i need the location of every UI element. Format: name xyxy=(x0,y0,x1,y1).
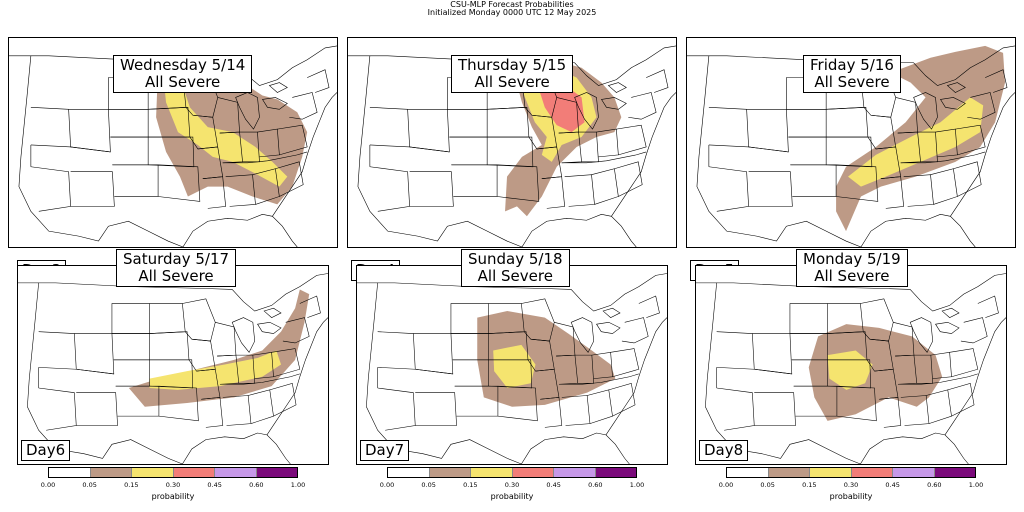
probability-contour-p015 xyxy=(163,72,288,187)
colorbar-segment xyxy=(429,468,471,477)
probability-contour-p015 xyxy=(493,344,536,388)
colorbar-tick-label: 0.45 xyxy=(207,481,222,489)
colorbar-tick-label: 0.30 xyxy=(843,481,859,489)
state-boundaries xyxy=(687,45,1015,247)
map-panel-day7: Sunday 5/18 All Severe Day7 xyxy=(356,249,668,465)
panel-title: Monday 5/19 All Severe xyxy=(796,249,908,287)
colorbar-tick-label: 0.60 xyxy=(249,481,264,489)
panel-hazard: All Severe xyxy=(477,267,553,285)
us-basemap xyxy=(696,273,1006,464)
probability-contour-p015 xyxy=(827,350,873,390)
state-boundaries xyxy=(18,273,328,464)
colorbar-tick-label: 0.15 xyxy=(802,481,817,489)
probability-contour-p005 xyxy=(128,289,310,407)
colorbar-tick-label: 1.00 xyxy=(290,481,306,489)
panel-title: Friday 5/16 All Severe xyxy=(803,55,901,93)
day-label: Day8 xyxy=(699,440,749,461)
colorbar-tick-label: 0.00 xyxy=(379,481,395,489)
colorbar-segment xyxy=(132,468,174,477)
colorbar-tick-label: 0.15 xyxy=(124,481,139,489)
colorbar-segment xyxy=(388,468,430,477)
colorbar-segment xyxy=(173,468,215,477)
panel-hazard: All Severe xyxy=(138,267,214,285)
panel-date: Sunday 5/18 xyxy=(468,250,563,268)
colorbar-label: probability xyxy=(490,492,534,501)
colorbar-tick-label: 0.00 xyxy=(40,481,56,489)
us-basemap xyxy=(687,45,1015,247)
colorbar-segment xyxy=(893,468,935,477)
panel-date: Wednesday 5/14 xyxy=(120,56,246,74)
us-basemap xyxy=(18,273,328,464)
colorbar-tick-label: 0.60 xyxy=(588,481,603,489)
colorbar-tick-label: 0.05 xyxy=(760,481,775,489)
panel-date: Monday 5/19 xyxy=(803,250,901,268)
colorbar-tick-label: 0.05 xyxy=(421,481,436,489)
colorbar: 0.00 0.05 0.15 0.30 0.45 0.60 1.00 probability xyxy=(380,467,644,501)
probability-contour-p015 xyxy=(848,97,984,187)
panel-title: Wednesday 5/14 All Severe xyxy=(113,55,253,93)
colorbar-tick-label: 0.30 xyxy=(504,481,520,489)
colorbar-scale xyxy=(387,467,637,478)
initialization-time: Initialized Monday 0000 UTC 12 May 2025 xyxy=(427,8,597,17)
panel-title: Saturday 5/17 All Severe xyxy=(116,249,237,287)
state-boundaries xyxy=(348,45,676,247)
state-boundaries xyxy=(357,273,667,464)
colorbar-label: probability xyxy=(151,492,195,501)
map-panel-day6: Saturday 5/17 All Severe Day6 xyxy=(17,249,329,465)
colorbar-segment xyxy=(215,468,257,477)
panel-hazard: All Severe xyxy=(145,73,221,91)
panel-hazard: All Severe xyxy=(814,73,890,91)
colorbar-segment xyxy=(727,468,769,477)
probability-contour-p030 xyxy=(554,97,577,130)
colorbar-segment xyxy=(934,468,975,477)
colorbar-segment xyxy=(471,468,513,477)
colorbar-scale xyxy=(726,467,976,478)
colorbar-tick-label: 0.00 xyxy=(718,481,734,489)
colorbar-segment xyxy=(595,468,636,477)
map-panel-day8: Monday 5/19 All Severe Day8 xyxy=(695,249,1007,465)
colorbar: 0.00 0.05 0.15 0.30 0.45 0.60 1.00 probability xyxy=(41,467,305,501)
panel-date: Friday 5/16 xyxy=(810,56,894,74)
panel-title: Sunday 5/18 All Severe xyxy=(461,249,570,287)
day-label: Day7 xyxy=(360,440,410,461)
colorbar-segment xyxy=(851,468,893,477)
colorbar-label: probability xyxy=(829,492,873,501)
state-boundaries xyxy=(696,273,1006,464)
colorbar-segment xyxy=(810,468,852,477)
colorbar-segment xyxy=(256,468,297,477)
colorbar-segment xyxy=(512,468,554,477)
colorbar-segment xyxy=(768,468,810,477)
colorbar-tick-label: 0.15 xyxy=(463,481,478,489)
colorbar-tick-label: 0.45 xyxy=(546,481,561,489)
colorbar-tick-label: 1.00 xyxy=(968,481,984,489)
colorbar-tick-label: 0.05 xyxy=(82,481,97,489)
colorbar-tick-label: 0.30 xyxy=(165,481,181,489)
colorbar-scale xyxy=(48,467,298,478)
panel-date: Thursday 5/15 xyxy=(458,56,567,74)
colorbar-tick-label: 1.00 xyxy=(629,481,645,489)
colorbar-tick-label: 0.60 xyxy=(927,481,942,489)
panel-hazard: All Severe xyxy=(814,267,890,285)
day-label: Day6 xyxy=(21,440,71,461)
panel-date: Saturday 5/17 xyxy=(123,250,230,268)
us-basemap xyxy=(357,273,667,464)
colorbar-segment xyxy=(49,468,91,477)
colorbar-segment xyxy=(554,468,596,477)
panel-hazard: All Severe xyxy=(474,73,550,91)
colorbar-segment xyxy=(90,468,132,477)
colorbar: 0.00 0.05 0.15 0.30 0.45 0.60 1.00 probability xyxy=(719,467,983,501)
colorbar-tick-label: 0.45 xyxy=(885,481,900,489)
figure-title: CSU-MLP Forecast Probabilities xyxy=(450,0,574,9)
panel-title: Thursday 5/15 All Severe xyxy=(451,55,574,93)
